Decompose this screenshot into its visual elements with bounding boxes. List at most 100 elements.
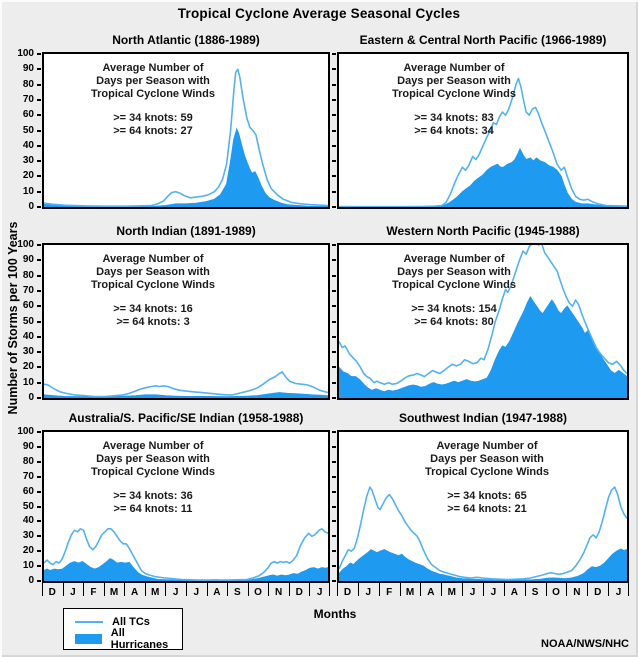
annotation-stats-western-north-pacific: >= 34 knots: 154 >= 64 knots: 80	[361, 303, 547, 329]
month-tick	[62, 583, 64, 596]
panel-title-australia-s-pacific-se-indian: Australia/S. Pacific/SE Indian (1958-198…	[68, 411, 304, 425]
month-tick	[566, 583, 568, 596]
month-label: F	[90, 587, 97, 598]
month-label: S	[531, 587, 539, 598]
annotation-line: Average Number of	[403, 253, 505, 265]
annotation-eastern-central-north-pacific: Average Number of Days per Season with Tro…	[361, 62, 547, 138]
stat-line: >= 64 knots: 27	[113, 125, 193, 137]
tcs-line-australia-s-pacific-se-indian	[44, 528, 328, 581]
y-tick-western-north-pacific	[332, 336, 336, 338]
month-label: J	[316, 587, 323, 598]
month-label: D	[594, 587, 602, 598]
annotation-line: Days per Season with	[430, 453, 544, 465]
y-tick-southwest-indian	[332, 550, 336, 552]
y-tick-western-north-pacific	[332, 351, 336, 353]
legend-label-all-hurricanes: All Hurricanes	[110, 626, 169, 651]
y-tick-label: 10	[22, 560, 34, 571]
y-tick-label: 80	[22, 79, 34, 90]
month-tick	[165, 583, 167, 596]
annotation-line: Days per Season with	[96, 75, 210, 87]
y-tick-eastern-central-north-pacific	[332, 191, 336, 193]
y-tick-southwest-indian	[332, 446, 336, 448]
panel-north-indian: Average Number of Days per Season with Tro…	[42, 243, 330, 400]
y-tick-label: 0	[28, 575, 34, 586]
y-tick-eastern-central-north-pacific	[332, 68, 336, 70]
month-tick	[441, 583, 443, 596]
hurricanes-area-australia-s-pacific-se-indian	[44, 558, 328, 581]
month-tick	[144, 583, 146, 596]
annotation-line: Average Number of	[102, 253, 204, 265]
stat-line: >= 34 knots: 154	[411, 303, 497, 315]
month-label: S	[234, 587, 241, 598]
month-tick	[378, 583, 380, 596]
y-tick-label: 50	[22, 501, 34, 512]
panel-australia-s-pacific-se-indian: Average Number of Days per Season with Tro…	[42, 430, 330, 583]
y-tick-north-indian	[37, 259, 41, 261]
annotation-australia-s-pacific-se-indian: Average Number of Days per Season with Tro…	[60, 440, 246, 516]
y-tick-southwest-indian	[332, 535, 336, 537]
y-tick-label: 100	[17, 239, 34, 250]
legend-label-all-tcs: All TCs	[112, 615, 150, 628]
month-tick	[42, 583, 43, 596]
y-tick-western-north-pacific	[332, 244, 336, 246]
annotation-line: Tropical Cyclone Winds	[392, 88, 516, 100]
plot-western-north-pacific	[339, 245, 627, 398]
y-tick-label: 80	[22, 456, 34, 467]
month-tick	[483, 583, 484, 596]
annotation-line: Tropical Cyclone Winds	[91, 466, 215, 478]
y-tick-southwest-indian	[332, 461, 336, 463]
month-label: J	[172, 587, 179, 598]
y-tick-australia-s-pacific-se-indian	[37, 506, 41, 508]
month-tick	[83, 583, 85, 596]
stat-line: >= 64 knots: 21	[447, 503, 527, 515]
y-tick-label: 40	[22, 331, 34, 342]
y-tick-eastern-central-north-pacific	[332, 53, 336, 55]
annotation-line: Tropical Cyclone Winds	[425, 466, 549, 478]
y-tick-north-atlantic	[37, 53, 41, 55]
y-tick-eastern-central-north-pacific	[332, 99, 336, 101]
month-tick	[247, 583, 249, 596]
y-tick-label: 60	[22, 300, 34, 311]
y-tick-north-indian	[37, 397, 41, 399]
y-tick-eastern-central-north-pacific	[332, 130, 336, 132]
y-tick-north-atlantic	[37, 130, 41, 132]
y-tick-southwest-indian	[332, 580, 336, 582]
month-tick	[462, 583, 464, 596]
y-tick-north-indian	[37, 290, 41, 292]
month-label: N	[573, 587, 581, 598]
month-label: J	[193, 587, 200, 598]
tcs-line-western-north-pacific	[339, 245, 627, 385]
annotation-western-north-pacific: Average Number of Days per Season with Tro…	[361, 253, 547, 329]
y-tick-north-atlantic	[37, 68, 41, 70]
stat-line: >= 34 knots: 36	[113, 490, 193, 502]
month-label: A	[130, 587, 139, 598]
hurricanes-area-southwest-indian	[339, 548, 627, 581]
y-tick-north-atlantic	[37, 145, 41, 147]
annotation-stats-australia-s-pacific-se-indian: >= 34 knots: 36 >= 64 knots: 11	[60, 490, 246, 516]
legend-item-all-tcs: All TCs	[64, 613, 182, 630]
plot-north-indian	[44, 371, 328, 398]
y-tick-north-indian	[37, 366, 41, 368]
hurricanes-area-western-north-pacific	[339, 296, 627, 398]
annotation-line: Days per Season with	[96, 453, 210, 465]
month-tick	[288, 583, 290, 596]
legend-item-all-hurricanes: All Hurricanes	[64, 627, 182, 651]
y-tick-southwest-indian	[332, 491, 336, 493]
month-tick	[186, 583, 187, 596]
y-tick-southwest-indian	[332, 565, 336, 567]
y-tick-north-indian	[37, 351, 41, 353]
month-label: J	[615, 587, 622, 598]
annotation-line: Average Number of	[102, 62, 204, 74]
y-tick-western-north-pacific	[332, 290, 336, 292]
tc-line-swatch	[75, 620, 103, 623]
y-tick-australia-s-pacific-se-indian	[37, 535, 41, 537]
month-tick	[206, 583, 208, 596]
month-tick	[329, 583, 330, 596]
y-tick-australia-s-pacific-se-indian	[37, 446, 41, 448]
month-tick	[503, 583, 505, 596]
annotation-line: Tropical Cyclone Winds	[392, 279, 516, 291]
annotation-stats-north-indian: >= 34 knots: 16 >= 64 knots: 3	[60, 303, 246, 329]
annotation-stats-eastern-central-north-pacific: >= 34 knots: 83 >= 64 knots: 34	[361, 112, 547, 138]
annotation-line: Tropical Cyclone Winds	[91, 88, 215, 100]
panel-eastern-central-north-pacific: Average Number of Days per Season with Tro…	[337, 52, 629, 209]
